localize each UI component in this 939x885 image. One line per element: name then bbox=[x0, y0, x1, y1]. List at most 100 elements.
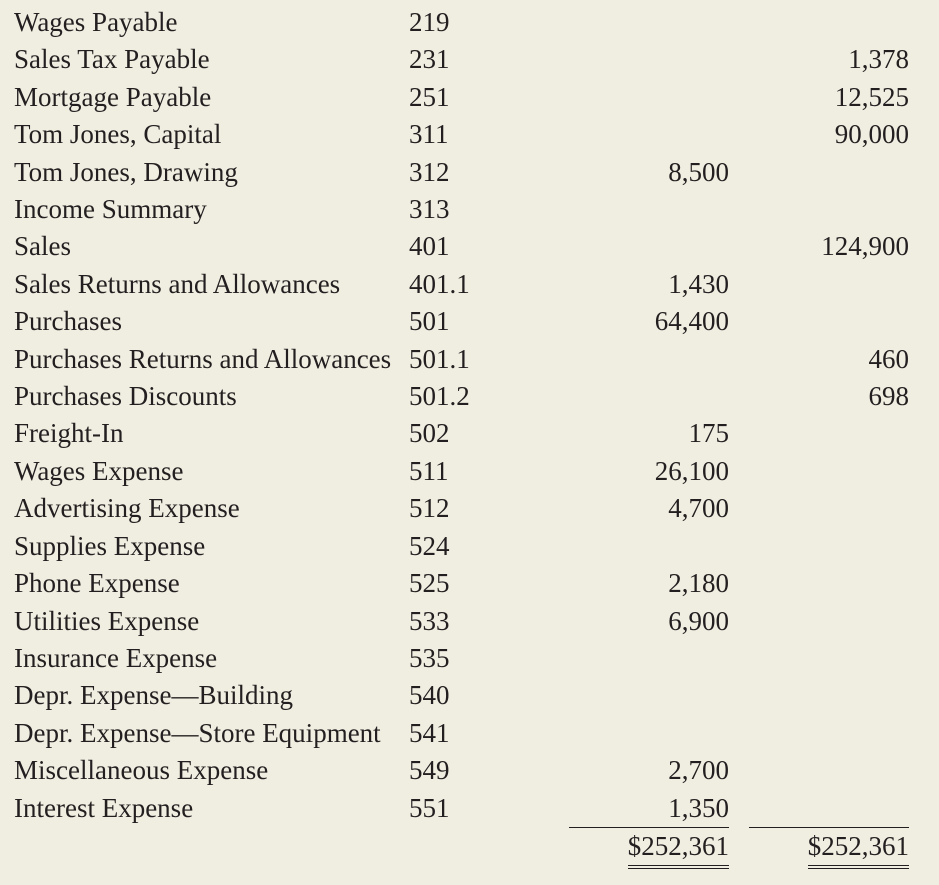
table-row: Tom Jones, Capital 311 90,000 bbox=[14, 116, 909, 153]
cell-credit bbox=[749, 453, 909, 490]
table-row: Insurance Expense 535 bbox=[14, 640, 909, 677]
cell-code: 502 bbox=[409, 415, 529, 452]
table-row: Tom Jones, Drawing 312 8,500 bbox=[14, 154, 909, 191]
cell-credit: 1,378 bbox=[749, 41, 909, 78]
cell-code: 251 bbox=[409, 79, 529, 116]
cell-debit: 175 bbox=[569, 415, 729, 452]
cell-code: 541 bbox=[409, 715, 529, 752]
cell-credit: 460 bbox=[749, 341, 909, 378]
table-row: Purchases Discounts 501.2 698 bbox=[14, 378, 909, 415]
cell-code: 535 bbox=[409, 640, 529, 677]
cell-debit: 4,700 bbox=[569, 490, 729, 527]
cell-code: 551 bbox=[409, 790, 529, 828]
cell-code: 501.1 bbox=[409, 341, 529, 378]
table-row: Phone Expense 525 2,180 bbox=[14, 565, 909, 602]
cell-code: 313 bbox=[409, 191, 529, 228]
cell-account: Depr. Expense—Store Equipment bbox=[14, 715, 409, 752]
cell-account: Purchases bbox=[14, 303, 409, 340]
table-row: Depr. Expense—Building 540 bbox=[14, 677, 909, 714]
cell-account: Advertising Expense bbox=[14, 490, 409, 527]
cell-account: Sales Returns and Allowances bbox=[14, 266, 409, 303]
cell-debit bbox=[569, 41, 729, 78]
cell-account: Sales bbox=[14, 228, 409, 265]
cell-code: 501 bbox=[409, 303, 529, 340]
cell-account: Tom Jones, Capital bbox=[14, 116, 409, 153]
cell-code: 312 bbox=[409, 154, 529, 191]
cell-debit: 2,180 bbox=[569, 565, 729, 602]
cell-debit bbox=[569, 79, 729, 116]
cell-code: 524 bbox=[409, 528, 529, 565]
table-row: Utilities Expense 533 6,900 bbox=[14, 603, 909, 640]
cell-debit: 1,430 bbox=[569, 266, 729, 303]
cell-code: 549 bbox=[409, 752, 529, 789]
cell-debit: 6,900 bbox=[569, 603, 729, 640]
cell-account: Mortgage Payable bbox=[14, 79, 409, 116]
cell-credit bbox=[749, 715, 909, 752]
table-row: Supplies Expense 524 bbox=[14, 528, 909, 565]
cell-account: Interest Expense bbox=[14, 790, 409, 828]
cell-debit bbox=[569, 715, 729, 752]
cell-code: 512 bbox=[409, 490, 529, 527]
table-row: Sales Returns and Allowances 401.1 1,430 bbox=[14, 266, 909, 303]
cell-debit bbox=[569, 640, 729, 677]
cell-debit: 1,350 bbox=[569, 790, 729, 828]
cell-credit bbox=[749, 303, 909, 340]
table-row: Wages Expense 511 26,100 bbox=[14, 453, 909, 490]
cell-debit bbox=[569, 341, 729, 378]
cell-credit bbox=[749, 266, 909, 303]
cell-debit bbox=[569, 116, 729, 153]
cell-debit bbox=[569, 228, 729, 265]
cell-account: Tom Jones, Drawing bbox=[14, 154, 409, 191]
cell-credit bbox=[749, 4, 909, 41]
cell-code: 525 bbox=[409, 565, 529, 602]
cell-account: Insurance Expense bbox=[14, 640, 409, 677]
cell-account: Purchases Returns and Allowances bbox=[14, 341, 409, 378]
cell-code: 401.1 bbox=[409, 266, 529, 303]
cell-credit bbox=[749, 528, 909, 565]
cell-credit: 698 bbox=[749, 378, 909, 415]
total-debit: $252,361 bbox=[569, 827, 729, 869]
totals-row: $252,361 $252,361 bbox=[14, 827, 909, 869]
cell-account: Phone Expense bbox=[14, 565, 409, 602]
table-row: Mortgage Payable 251 12,525 bbox=[14, 79, 909, 116]
table-row: Depr. Expense—Store Equipment 541 bbox=[14, 715, 909, 752]
cell-account: Miscellaneous Expense bbox=[14, 752, 409, 789]
cell-credit bbox=[749, 677, 909, 714]
cell-credit bbox=[749, 752, 909, 789]
cell-account: Depr. Expense—Building bbox=[14, 677, 409, 714]
cell-code: 231 bbox=[409, 41, 529, 78]
cell-credit bbox=[749, 640, 909, 677]
cell-code: 501.2 bbox=[409, 378, 529, 415]
table-row: Purchases 501 64,400 bbox=[14, 303, 909, 340]
cell-code: 401 bbox=[409, 228, 529, 265]
table-row: Sales 401 124,900 bbox=[14, 228, 909, 265]
cell-account: Wages Payable bbox=[14, 4, 409, 41]
cell-account: Utilities Expense bbox=[14, 603, 409, 640]
cell-debit: 64,400 bbox=[569, 303, 729, 340]
cell-credit bbox=[749, 415, 909, 452]
cell-debit bbox=[569, 528, 729, 565]
cell-code: 511 bbox=[409, 453, 529, 490]
cell-code: 533 bbox=[409, 603, 529, 640]
cell-debit: 8,500 bbox=[569, 154, 729, 191]
table-row: Purchases Returns and Allowances 501.1 4… bbox=[14, 341, 909, 378]
total-credit: $252,361 bbox=[749, 827, 909, 869]
table-row: Freight-In 502 175 bbox=[14, 415, 909, 452]
cell-credit: 90,000 bbox=[749, 116, 909, 153]
cell-debit: 26,100 bbox=[569, 453, 729, 490]
table-row: Miscellaneous Expense 549 2,700 bbox=[14, 752, 909, 789]
cell-debit bbox=[569, 677, 729, 714]
cell-code: 311 bbox=[409, 116, 529, 153]
table-row: Wages Payable 219 bbox=[14, 4, 909, 41]
cell-account: Sales Tax Payable bbox=[14, 41, 409, 78]
cell-credit: 124,900 bbox=[749, 228, 909, 265]
cell-debit bbox=[569, 4, 729, 41]
cell-credit bbox=[749, 603, 909, 640]
trial-balance-table: Wages Payable 219 Sales Tax Payable 231 … bbox=[14, 4, 909, 869]
cell-debit bbox=[569, 191, 729, 228]
cell-account: Freight-In bbox=[14, 415, 409, 452]
cell-account: Income Summary bbox=[14, 191, 409, 228]
cell-credit: 12,525 bbox=[749, 79, 909, 116]
cell-credit bbox=[749, 154, 909, 191]
cell-credit bbox=[749, 565, 909, 602]
